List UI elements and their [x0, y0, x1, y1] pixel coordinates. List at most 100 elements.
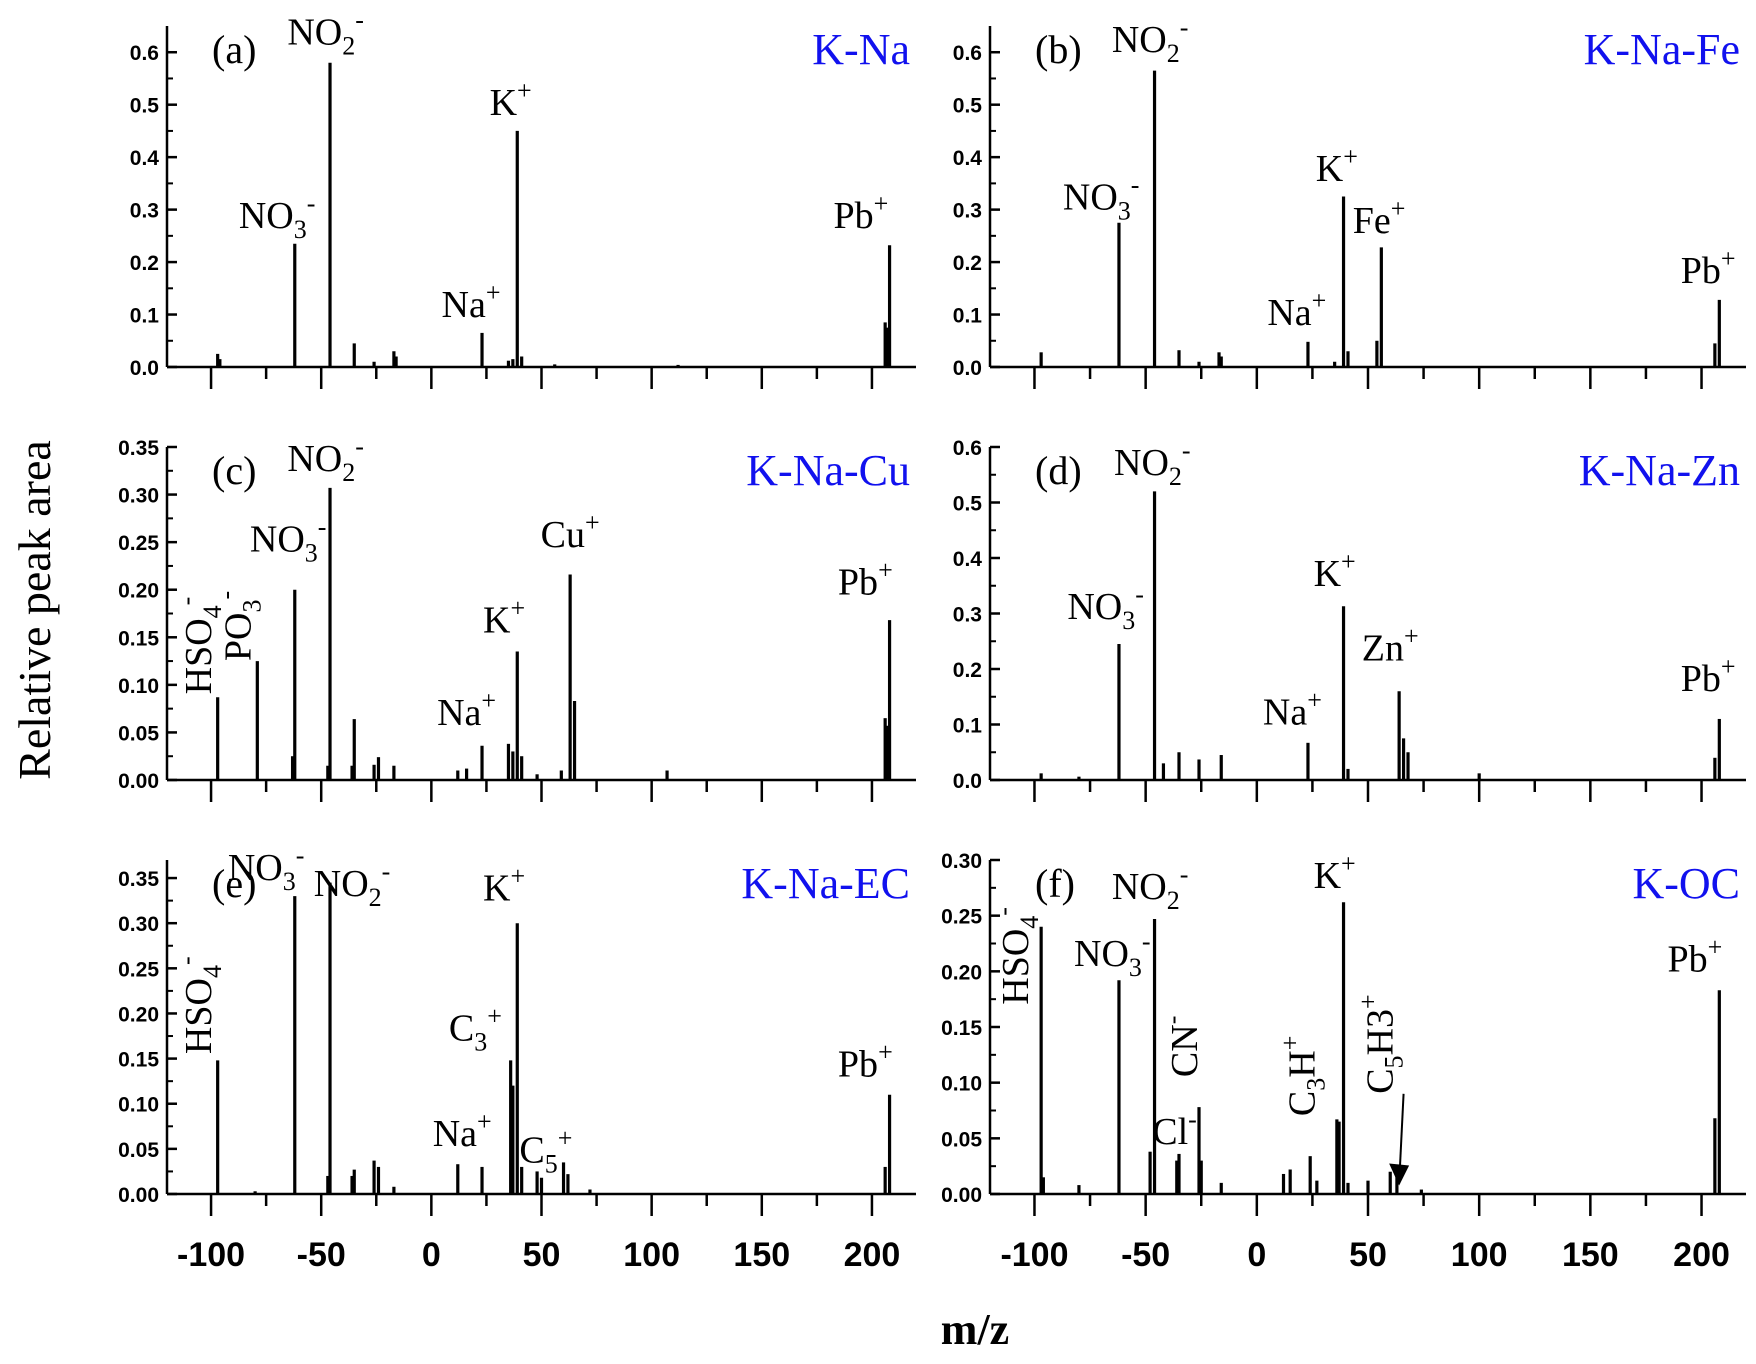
peak-annotation: C3H+	[1276, 1036, 1331, 1116]
peak-annotation: Cl-	[1152, 1105, 1197, 1153]
y-tick-label: 0.20	[118, 1003, 159, 1026]
y-tick-label: 0.00	[118, 770, 159, 793]
y-tick-label: 0.4	[953, 147, 983, 170]
panel-f: 0.00 0.05 0.10 0.15 0.20 0.25 0.30 -100 -50 0 50 10…	[941, 849, 1746, 1274]
peak-annotation: HSO4-	[172, 597, 227, 695]
x-tick-label: 0	[1247, 1236, 1266, 1274]
y-tick-label: 0.0	[130, 357, 159, 380]
y-tick-label: 0.2	[953, 252, 982, 275]
peak-annotation: CN-	[1158, 1016, 1206, 1077]
panel-label: (a)	[212, 27, 256, 72]
y-tick-label: 0.1	[953, 715, 983, 738]
x-tick-label: -100	[1000, 1236, 1068, 1274]
y-tick-label: 0.30	[118, 485, 159, 508]
y-tick-label: 0.30	[118, 913, 159, 936]
panel-title: K-Na	[812, 25, 910, 74]
y-tick-label: 0.0	[953, 357, 982, 380]
y-tick-label: 0.35	[118, 437, 159, 460]
panel-d: 0.0 0.1 0.2 0.3 0.4 0.5 0.6 (d) K-Na-Zn NO3- NO2- K…	[953, 436, 1746, 802]
peak-annotation: NO3-	[239, 189, 316, 244]
y-tick-label: 0.3	[953, 200, 982, 223]
peak-annotation: Pb+	[1667, 932, 1722, 980]
y-tick-label: 0.3	[130, 200, 159, 223]
peak-annotation: Cu+	[541, 508, 600, 556]
peak-annotation: Zn+	[1362, 622, 1419, 670]
y-tick-label: 0.15	[941, 1017, 982, 1040]
peak-annotation: NO2-	[287, 5, 364, 60]
x-tick-label: 0	[422, 1236, 441, 1274]
peak-annotation: K+	[483, 862, 525, 910]
y-axis-label: Relative peak area	[9, 440, 60, 780]
panel-label: (b)	[1035, 27, 1082, 72]
peak-annotation: K+	[490, 76, 532, 124]
peak-annotation: NO2-	[1112, 860, 1189, 915]
peak-annotation: Na+	[442, 278, 501, 326]
y-tick-label: 0.15	[118, 627, 159, 650]
y-tick-label: 0.3	[953, 604, 982, 627]
peak-annotation: K+	[1314, 547, 1356, 595]
peak-annotation: NO3-	[1074, 927, 1151, 982]
x-tick-label: -50	[297, 1236, 346, 1274]
y-tick-label: 0.4	[953, 548, 983, 571]
peak-annotation: Pb+	[1681, 244, 1736, 292]
peak-annotation: Na+	[433, 1107, 492, 1155]
panel-c: 0.00 0.05 0.10 0.15 0.20 0.25 0.30 0.35 (c) K-Na-…	[118, 432, 916, 802]
peak-annotation: NO3-	[250, 513, 327, 568]
y-tick-label: 0.10	[941, 1073, 982, 1096]
panel-title: K-Na-Fe	[1584, 25, 1740, 74]
y-tick-label: 0.6	[953, 437, 982, 460]
x-tick-label: 200	[1673, 1236, 1730, 1274]
x-tick-label: 200	[844, 1236, 901, 1274]
y-tick-label: 0.05	[941, 1128, 982, 1151]
peak-annotation: C5+	[519, 1123, 572, 1178]
y-tick-label: 0.35	[118, 868, 159, 891]
peak-annotation: NO3-	[228, 841, 305, 896]
panel-b: 0.0 0.1 0.2 0.3 0.4 0.5 0.6 (b) K-Na-Fe NO3- NO2- K…	[953, 13, 1746, 389]
y-tick-label: 0.05	[118, 1139, 159, 1162]
peak-annotation: HSO4-	[989, 907, 1044, 1005]
x-tick-label: 100	[623, 1236, 680, 1274]
y-tick-label: 0.6	[953, 42, 982, 65]
y-tick-label: 0.1	[130, 305, 160, 328]
x-axis-label: m/z	[941, 1305, 1009, 1354]
peak-annotation: Fe+	[1353, 194, 1406, 242]
panel-title: K-Na-EC	[741, 859, 910, 908]
peak-annotation: Pb+	[834, 189, 889, 237]
panel-title: K-Na-Cu	[746, 446, 910, 495]
y-tick-label: 0.00	[941, 1184, 982, 1207]
y-tick-label: 0.10	[118, 675, 159, 698]
y-tick-label: 0.30	[941, 850, 982, 873]
y-tick-label: 0.1	[953, 305, 983, 328]
y-tick-label: 0.15	[118, 1049, 159, 1072]
panel-e: 0.00 0.05 0.10 0.15 0.20 0.25 0.30 0.35 -100 -50 0…	[118, 841, 916, 1274]
x-tick-label: -100	[177, 1236, 245, 1274]
peak-annotation: NO3-	[1067, 580, 1144, 635]
panel-label: (c)	[212, 448, 256, 493]
peak-annotation: Na+	[1267, 286, 1326, 334]
y-tick-label: 0.25	[941, 906, 982, 929]
peak-annotation: NO2-	[287, 432, 364, 487]
peak-annotation: NO3-	[1063, 171, 1140, 226]
y-tick-label: 0.5	[130, 95, 160, 118]
panel-a: 0.0 0.1 0.2 0.3 0.4 0.5 0.6 (a) K-Na NO3- NO2- K+ Na…	[130, 5, 916, 389]
peak-annotation: NO2-	[1112, 13, 1189, 68]
peak-annotation: C5H3+	[1353, 994, 1408, 1093]
y-tick-label: 0.10	[118, 1094, 159, 1117]
peak-annotation: HSO4-	[172, 956, 227, 1054]
peak-annotation: K+	[1316, 142, 1358, 190]
x-tick-label: 100	[1451, 1236, 1508, 1274]
x-tick-label: 50	[1349, 1236, 1387, 1274]
peak-annotation: Pb+	[838, 1038, 893, 1086]
y-tick-label: 0.5	[953, 493, 983, 516]
y-tick-label: 0.0	[953, 770, 982, 793]
panel-title: K-Na-Zn	[1579, 446, 1740, 495]
peak-annotation: Pb+	[838, 555, 893, 603]
y-tick-label: 0.20	[118, 580, 159, 603]
peak-annotation: K+	[1314, 849, 1356, 897]
y-tick-label: 0.2	[130, 252, 159, 275]
y-tick-label: 0.25	[118, 958, 159, 981]
y-tick-label: 0.5	[953, 95, 983, 118]
y-tick-label: 0.00	[118, 1184, 159, 1207]
y-tick-label: 0.2	[953, 659, 982, 682]
